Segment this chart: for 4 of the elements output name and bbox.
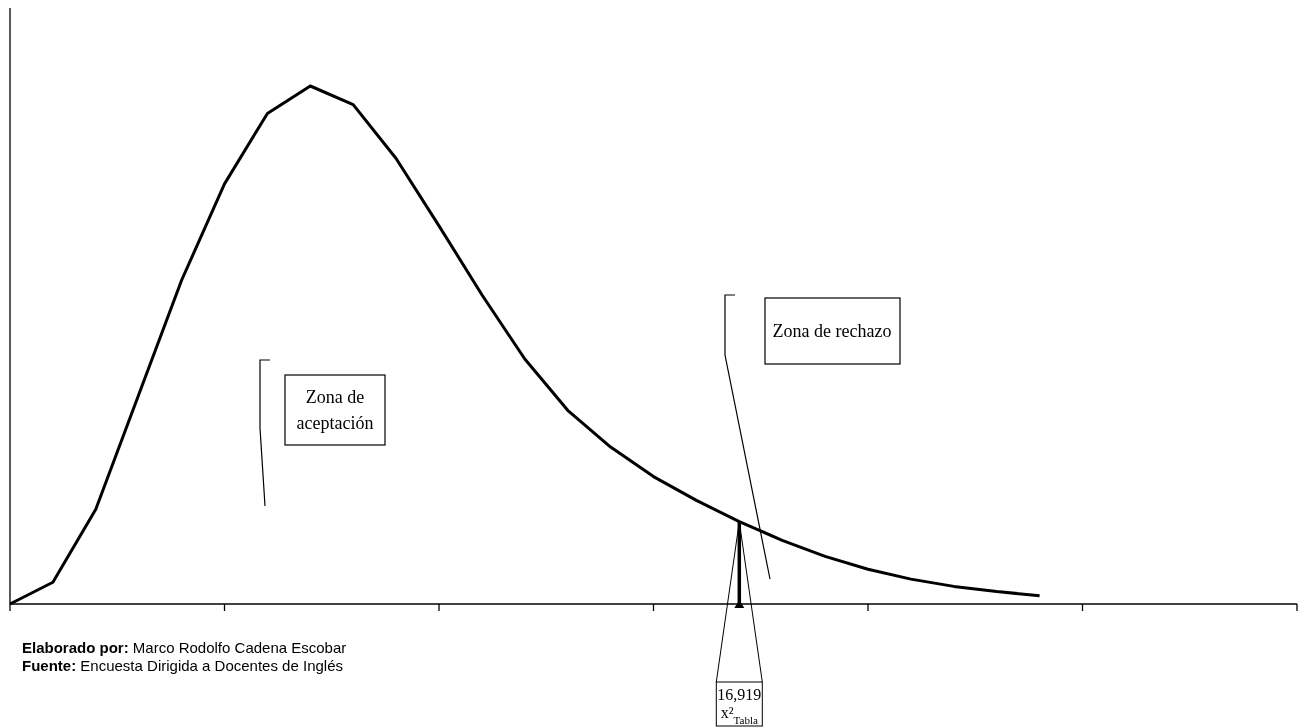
source-note: Fuente: Encuesta Dirigida a Docentes de Inglés <box>22 657 343 674</box>
annotation: Zona de rechazo <box>772 321 892 341</box>
text: Elaborado por: Marco Rodolfo Cadena Escobar <box>22 639 347 656</box>
annotation: Zona de aceptación <box>296 387 374 433</box>
